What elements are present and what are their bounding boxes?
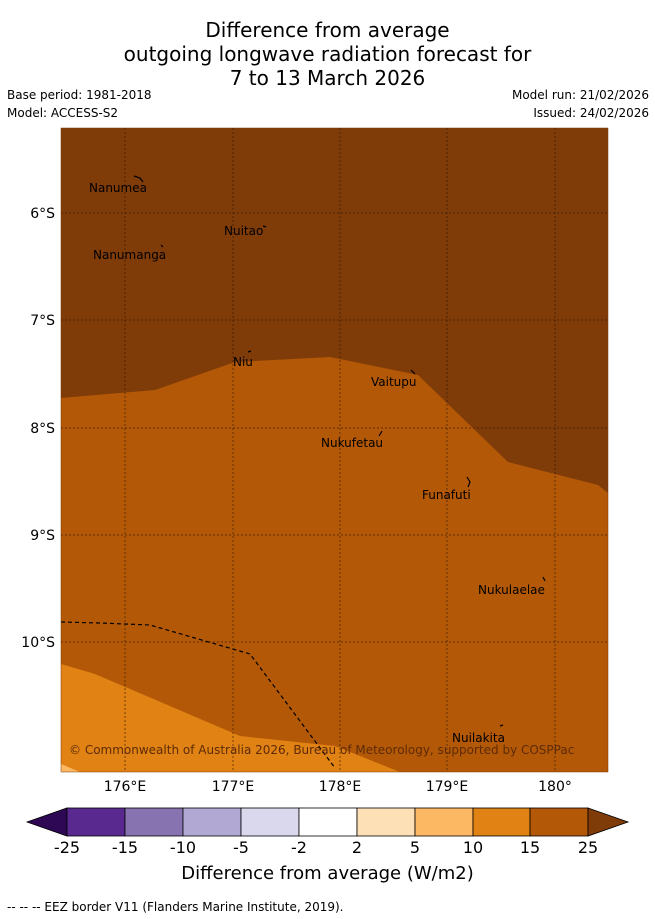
colorbar-segment bbox=[529, 807, 589, 837]
colorbar-tick: -5 bbox=[233, 838, 249, 857]
place-label-niu: Niu bbox=[233, 355, 253, 369]
title-line-1: Difference from average bbox=[205, 18, 450, 42]
colorbar-tick: -2 bbox=[291, 838, 307, 857]
map-panel: Nanumea Nuitao Nanumanga Niu Vaitupu Nukufeta… bbox=[61, 128, 608, 772]
issued-date: Issued: 24/02/2026 bbox=[533, 106, 649, 120]
place-label-nanumea: Nanumea bbox=[89, 181, 147, 195]
place-label-nuitao: Nuitao bbox=[224, 224, 263, 238]
lon-label: 178°E bbox=[319, 779, 362, 795]
graticule bbox=[61, 128, 608, 772]
lat-label: 6°S bbox=[30, 206, 55, 222]
lon-label: 176°E bbox=[104, 779, 147, 795]
colorbar-tick: 15 bbox=[520, 838, 540, 857]
colorbar: -25 -15 -10 -5 -2 2 5 10 15 25 bbox=[25, 807, 630, 857]
lat-label: 10°S bbox=[21, 635, 55, 651]
model-name: Model: ACCESS-S2 bbox=[7, 106, 119, 120]
place-label-nukufetau: Nukufetau bbox=[321, 436, 383, 450]
colorbar-title: Difference from average (W/m2) bbox=[181, 863, 474, 884]
colorbar-tick: 5 bbox=[410, 838, 420, 857]
colorbar-extend-low bbox=[25, 807, 68, 837]
colorbar-segment bbox=[414, 807, 474, 837]
colorbar-segment bbox=[182, 807, 242, 837]
colorbar-tick: 10 bbox=[463, 838, 483, 857]
lon-label: 180° bbox=[538, 779, 572, 795]
map-frame bbox=[60, 127, 609, 773]
colorbar-tick: 25 bbox=[578, 838, 598, 857]
title-line-2: outgoing longwave radiation forecast for bbox=[123, 42, 532, 66]
colorbar-tick: -10 bbox=[170, 838, 196, 857]
colorbar-segment bbox=[240, 807, 300, 837]
colorbar-extend-high bbox=[587, 807, 630, 837]
colorbar-tick: -25 bbox=[54, 838, 80, 857]
anomaly-band-10-15 bbox=[61, 357, 608, 772]
place-label-vaitupu: Vaitupu bbox=[371, 375, 417, 389]
lon-label: 177°E bbox=[212, 779, 255, 795]
colorbar-tick: 2 bbox=[352, 838, 362, 857]
model-run: Model run: 21/02/2026 bbox=[511, 88, 649, 102]
footnote-eez: -- -- -- EEZ border V11 (Flanders Marine… bbox=[7, 900, 344, 914]
colorbar-segment bbox=[472, 807, 531, 837]
eez-border bbox=[61, 621, 336, 769]
base-period: Base period: 1981-2018 bbox=[7, 88, 152, 102]
copyright-text: © Commonwealth of Australia 2026, Bureau… bbox=[69, 743, 574, 757]
lat-label: 9°S bbox=[30, 528, 55, 544]
place-label-nanumanga: Nanumanga bbox=[93, 248, 166, 262]
anomaly-band-2-5 bbox=[61, 764, 80, 772]
title-line-3: 7 to 13 March 2026 bbox=[229, 66, 426, 90]
lat-label: 8°S bbox=[30, 421, 55, 437]
colorbar-segment bbox=[124, 807, 184, 837]
place-label-funafuti: Funafuti bbox=[422, 488, 471, 502]
place-label-nukulaelae: Nukulaelae bbox=[478, 583, 545, 597]
anomaly-band-5-10 bbox=[61, 664, 400, 772]
colorbar-segment bbox=[66, 807, 126, 837]
lon-label: 179°E bbox=[426, 779, 469, 795]
colorbar-segment bbox=[356, 807, 416, 837]
colorbar-tick: -15 bbox=[112, 838, 138, 857]
island-shapes bbox=[133, 175, 546, 727]
colorbar-segment bbox=[298, 807, 358, 837]
place-label-nuilakita: Nuilakita bbox=[452, 731, 505, 745]
lat-label: 7°S bbox=[30, 313, 55, 329]
